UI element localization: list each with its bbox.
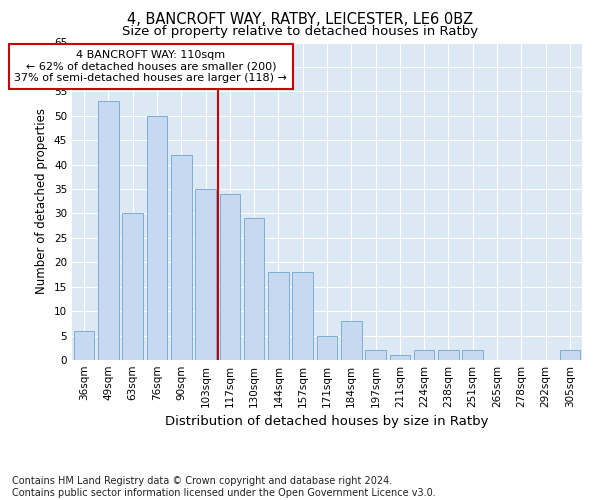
Bar bbox=[98, 101, 119, 360]
Bar bbox=[171, 155, 191, 360]
Text: 4 BANCROFT WAY: 110sqm
← 62% of detached houses are smaller (200)
37% of semi-de: 4 BANCROFT WAY: 110sqm ← 62% of detached… bbox=[14, 50, 287, 83]
Bar bbox=[146, 116, 167, 360]
Bar bbox=[74, 330, 94, 360]
Y-axis label: Number of detached properties: Number of detached properties bbox=[35, 108, 49, 294]
Bar bbox=[244, 218, 265, 360]
Text: Contains HM Land Registry data © Crown copyright and database right 2024.
Contai: Contains HM Land Registry data © Crown c… bbox=[12, 476, 436, 498]
Bar bbox=[122, 214, 143, 360]
Text: 4, BANCROFT WAY, RATBY, LEICESTER, LE6 0BZ: 4, BANCROFT WAY, RATBY, LEICESTER, LE6 0… bbox=[127, 12, 473, 28]
Bar bbox=[560, 350, 580, 360]
Bar bbox=[341, 321, 362, 360]
Bar bbox=[220, 194, 240, 360]
Text: Size of property relative to detached houses in Ratby: Size of property relative to detached ho… bbox=[122, 25, 478, 38]
Bar bbox=[463, 350, 483, 360]
Bar bbox=[438, 350, 459, 360]
Bar bbox=[317, 336, 337, 360]
Bar bbox=[268, 272, 289, 360]
Bar bbox=[292, 272, 313, 360]
X-axis label: Distribution of detached houses by size in Ratby: Distribution of detached houses by size … bbox=[165, 416, 489, 428]
Bar bbox=[389, 355, 410, 360]
Bar bbox=[365, 350, 386, 360]
Bar bbox=[414, 350, 434, 360]
Bar bbox=[195, 189, 216, 360]
